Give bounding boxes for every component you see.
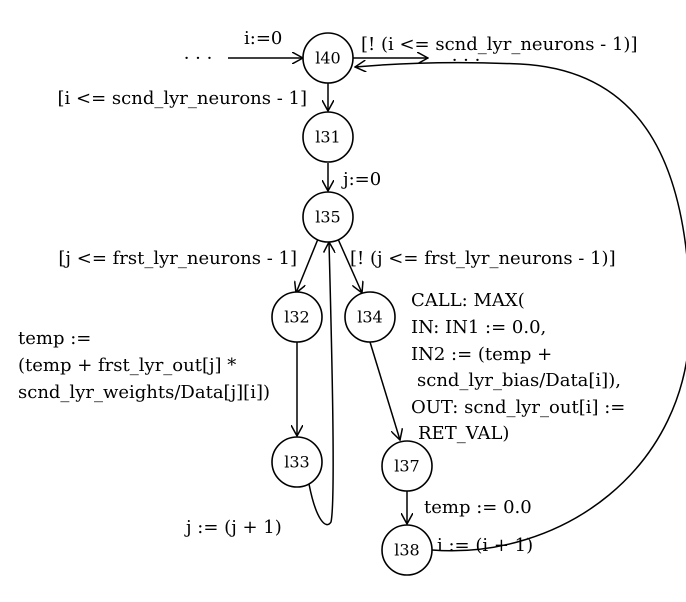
edge-label-l32-to-l33: temp := (temp + frst_lyr_out[j] * scnd_l… [18, 328, 270, 403]
edge-l35-to-l32 [296, 238, 319, 293]
node-l33: l33 [271, 436, 323, 488]
node-l37: l37 [381, 440, 433, 492]
edge-label-l34-to-l37-line-5: OUT: scnd_lyr_out[i] := [411, 397, 625, 418]
node-l35-label: l35 [315, 208, 340, 227]
edge-label-i-increment: i := (i + 1) [437, 535, 533, 556]
edge-label-l40-exit: [! (i <= scnd_lyr_neurons - 1)] [361, 34, 637, 55]
node-l37-label: l37 [394, 457, 419, 476]
edge-label-l32-to-l33-line-1: temp := [18, 328, 91, 349]
node-l38-label: l38 [394, 541, 419, 560]
edge-label-l34-to-l37: CALL: MAX( IN: IN1 := 0.0, IN2 := (temp … [411, 290, 625, 444]
node-l35: l35 [302, 191, 354, 243]
node-l40-label: l40 [315, 49, 340, 68]
edge-label-l34-to-l37-line-1: CALL: MAX( [411, 290, 525, 311]
edge-label-j-init: j:=0 [341, 169, 381, 190]
edge-label-l32-to-l33-line-2: (temp + frst_lyr_out[j] * [18, 355, 236, 376]
node-l31-label: l31 [315, 128, 340, 147]
edge-label-l34-to-l37-line-3: IN2 := (temp + [411, 344, 552, 365]
edge-label-l34-to-l37-line-2: IN: IN1 := 0.0, [411, 317, 546, 338]
edge-label-temp-reset: temp := 0.0 [424, 497, 532, 518]
edge-label-i-init: i:=0 [244, 28, 282, 49]
node-l38: l38 [381, 524, 433, 576]
node-l34: l34 [344, 291, 396, 343]
edge-l35-to-l34 [337, 238, 362, 293]
edge-l33-to-l35 [308, 242, 333, 526]
ellipsis-out: · · · [452, 50, 481, 71]
edge-label-l32-to-l33-line-3: scnd_lyr_weights/Data[j][i]) [18, 382, 270, 403]
node-l32-label: l32 [284, 308, 309, 327]
edge-label-l34-to-l37-line-4: scnd_lyr_bias/Data[i]), [417, 370, 621, 391]
node-l31: l31 [302, 111, 354, 163]
edge-label-l40-to-l31: [i <= scnd_lyr_neurons - 1] [58, 88, 307, 109]
edge-label-l35-to-l32: [j <= frst_lyr_neurons - 1] [58, 248, 297, 269]
node-l40: l40 [302, 32, 354, 84]
edge-label-j-increment: j := (j + 1) [184, 517, 282, 538]
ellipsis-in: · · · [184, 48, 213, 69]
node-l34-label: l34 [357, 308, 382, 327]
node-l32: l32 [271, 291, 323, 343]
edge-l34-to-l37 [369, 341, 400, 440]
edge-l38-to-l40 [355, 63, 686, 552]
edge-label-l35-to-l34: [! (j <= frst_lyr_neurons - 1)] [350, 248, 616, 269]
node-l33-label: l33 [284, 453, 309, 472]
edge-label-l34-to-l37-line-6: RET_VAL) [418, 423, 509, 444]
